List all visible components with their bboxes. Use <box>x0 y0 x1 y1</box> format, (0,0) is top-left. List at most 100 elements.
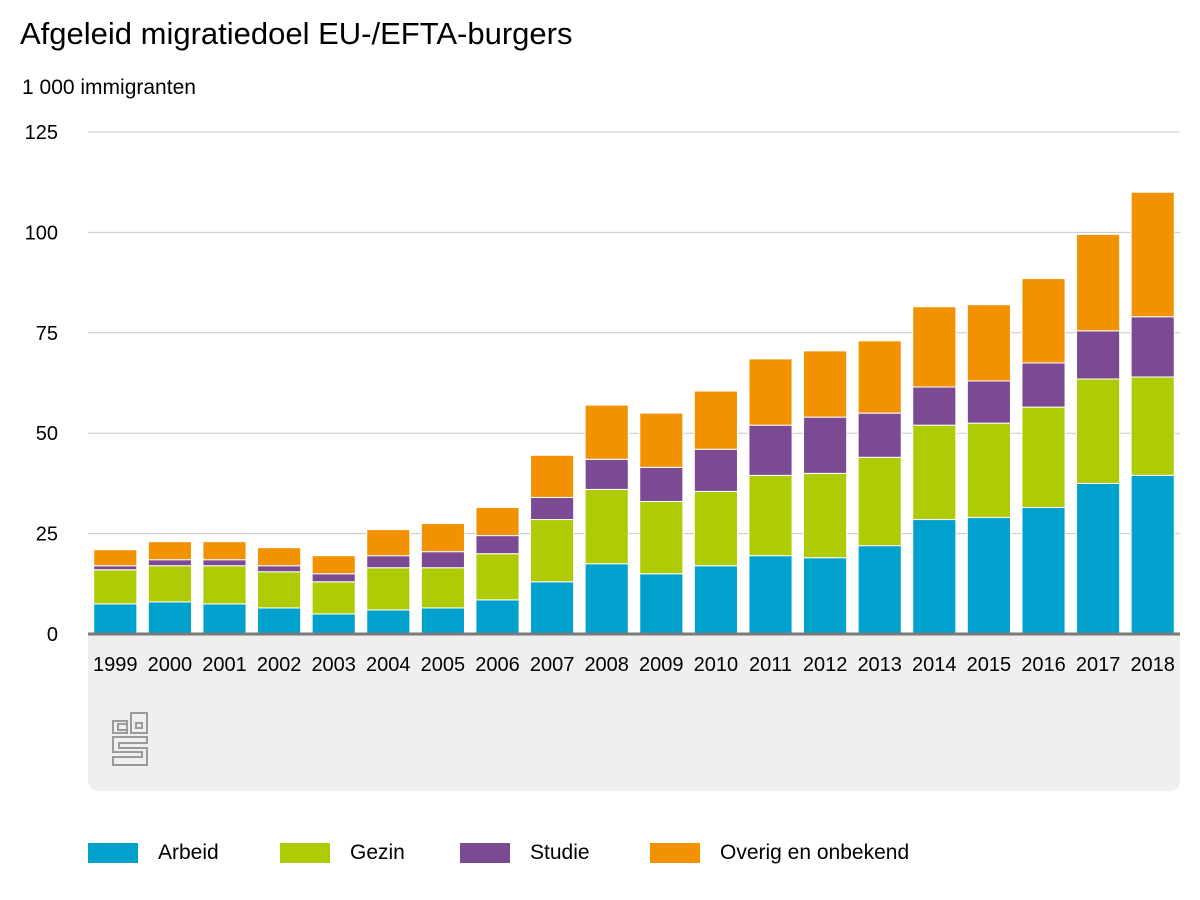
bar-segment-studie-2016 <box>1021 362 1066 408</box>
bar-segment-overig-1999 <box>93 549 138 567</box>
bar-segment-overig-2012 <box>803 350 848 418</box>
bar-segment-arbeid-2013 <box>857 545 902 635</box>
bar-segment-studie-1999 <box>93 565 138 571</box>
bar-segment-studie-2018 <box>1130 316 1175 378</box>
y-tick-label: 50 <box>36 423 58 445</box>
bar-segment-studie-2003 <box>311 573 356 583</box>
bars <box>93 191 1175 635</box>
bar-segment-studie-2017 <box>1076 330 1121 380</box>
bar-segment-overig-2009 <box>639 412 684 468</box>
x-tick-labels: 1999 2000 2001 2002 2003 2004 2005 2006 2007 2008… <box>93 654 1175 676</box>
bar-segment-gezin-2015 <box>966 422 1011 519</box>
bar-segment-overig-2006 <box>475 506 520 537</box>
bar-segment-studie-2015 <box>966 380 1011 424</box>
x-tick-label: 2000 <box>148 654 193 676</box>
bar-segment-gezin-2006 <box>475 553 520 601</box>
bar-segment-arbeid-2017 <box>1076 482 1121 635</box>
bar-segment-arbeid-2003 <box>311 613 356 635</box>
bar-segment-gezin-2016 <box>1021 406 1066 508</box>
bar-segment-studie-2006 <box>475 535 520 555</box>
y-tick-label: 125 <box>25 122 58 144</box>
y-tick-label: 75 <box>36 323 58 345</box>
bar-segment-arbeid-2012 <box>803 557 848 635</box>
bar-segment-overig-2013 <box>857 340 902 414</box>
bar-segment-overig-2008 <box>584 404 629 460</box>
x-tick-label: 2013 <box>857 654 902 676</box>
bar-segment-overig-2017 <box>1076 233 1121 332</box>
x-tick-label: 2007 <box>530 654 575 676</box>
bar-segment-gezin-2007 <box>530 519 575 583</box>
x-tick-label: 2010 <box>694 654 739 676</box>
bar-segment-arbeid-2006 <box>475 599 520 635</box>
bar-segment-overig-2000 <box>147 541 192 561</box>
cbs-logo-icon <box>112 712 148 766</box>
bar-segment-arbeid-2001 <box>202 603 247 635</box>
bar-segment-arbeid-2005 <box>420 607 465 635</box>
x-tick-label: 2009 <box>639 654 684 676</box>
bar-segment-gezin-2003 <box>311 581 356 615</box>
bar-segment-arbeid-1999 <box>93 603 138 635</box>
bar-segment-arbeid-2016 <box>1021 506 1066 635</box>
bar-segment-arbeid-2008 <box>584 563 629 635</box>
bar-segment-arbeid-2010 <box>693 565 738 635</box>
bar-segment-overig-2015 <box>966 304 1011 382</box>
x-tick-label: 2012 <box>803 654 848 676</box>
y-tick-label: 0 <box>47 624 58 646</box>
x-tick-label: 2003 <box>311 654 356 676</box>
x-tick-label: 2004 <box>366 654 411 676</box>
legend-label-overig: Overig en onbekend <box>720 841 910 864</box>
bar-segment-gezin-2012 <box>803 472 848 559</box>
legend-label-studie: Studie <box>530 841 590 864</box>
x-tick-label: 2002 <box>257 654 302 676</box>
bar-segment-overig-2005 <box>420 523 465 553</box>
x-axis-band <box>88 634 1180 791</box>
x-tick-label: 2001 <box>202 654 247 676</box>
bar-segment-gezin-2000 <box>147 565 192 603</box>
bar-segment-gezin-2009 <box>639 500 684 575</box>
legend-swatch-arbeid <box>88 843 138 863</box>
bar-segment-gezin-1999 <box>93 569 138 605</box>
bar-segment-gezin-2018 <box>1130 376 1175 476</box>
bar-segment-arbeid-2018 <box>1130 474 1175 635</box>
bar-segment-gezin-2004 <box>366 567 411 611</box>
bar-segment-gezin-2002 <box>257 571 302 609</box>
bar-segment-overig-2001 <box>202 541 247 561</box>
bar-segment-studie-2009 <box>639 466 684 502</box>
bar-segment-arbeid-2011 <box>748 555 793 635</box>
x-tick-label: 2005 <box>421 654 466 676</box>
bar-segment-overig-2018 <box>1130 191 1175 318</box>
legend-label-gezin: Gezin <box>350 841 405 864</box>
x-tick-label: 2016 <box>1021 654 1066 676</box>
bar-segment-studie-2013 <box>857 412 902 458</box>
bar-segment-studie-2010 <box>693 448 738 492</box>
x-tick-label: 2017 <box>1076 654 1121 676</box>
legend-label-arbeid: Arbeid <box>158 841 219 864</box>
bar-segment-studie-2000 <box>147 559 192 567</box>
bar-segment-overig-2014 <box>912 306 957 388</box>
bar-segment-arbeid-2014 <box>912 519 957 635</box>
bar-segment-overig-2004 <box>366 529 411 557</box>
bar-segment-gezin-2013 <box>857 456 902 547</box>
legend-swatch-overig <box>650 843 700 863</box>
legend-swatch-gezin <box>280 843 330 863</box>
bar-segment-overig-2010 <box>693 390 738 450</box>
x-tick-label: 2015 <box>967 654 1012 676</box>
chart-plot: 0 25 50 75 100 125 1999 2000 2001 2002 2003 2004 20… <box>25 122 1180 791</box>
x-tick-label: 1999 <box>93 654 138 676</box>
bar-segment-arbeid-2009 <box>639 573 684 635</box>
bar-segment-overig-2007 <box>530 454 575 498</box>
bar-segment-studie-2008 <box>584 458 629 490</box>
legend: Arbeid Gezin Studie Overig en onbekend <box>88 838 1188 868</box>
bar-segment-arbeid-2004 <box>366 609 411 635</box>
bar-segment-studie-2002 <box>257 565 302 573</box>
bar-segment-gezin-2008 <box>584 488 629 565</box>
bar-segment-studie-2005 <box>420 551 465 569</box>
bar-segment-gezin-2014 <box>912 424 957 521</box>
bar-segment-arbeid-2002 <box>257 607 302 635</box>
bar-segment-overig-2016 <box>1021 278 1066 364</box>
bar-segment-studie-2012 <box>803 416 848 474</box>
bar-segment-arbeid-2000 <box>147 601 192 635</box>
y-tick-labels: 0 25 50 75 100 125 <box>25 122 58 646</box>
bar-segment-studie-2011 <box>748 424 793 476</box>
bar-segment-overig-2003 <box>311 555 356 575</box>
